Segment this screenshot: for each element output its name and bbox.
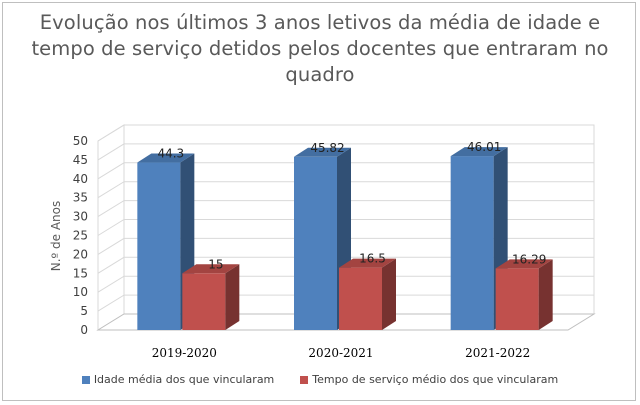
y-axis-title: N.º de Anos [49,201,63,271]
y-tick-label: 10 [73,285,88,299]
y-tick-label: 5 [80,304,88,318]
y-tick-label: 40 [73,172,88,186]
gridline [97,143,594,161]
bar-side-series-2 [538,259,553,330]
gridline [97,256,594,274]
bar-side-series-2 [382,258,396,330]
data-label-series-1: 44.3 [157,147,184,161]
bar-top-series-1 [294,147,351,157]
legend-item-series-2: Tempo de serviço médio dos que vinculara… [300,373,558,386]
x-tick-label: 2020-2021 [308,346,373,360]
y-tick-label: 45 [73,153,88,167]
gridline [97,181,594,199]
chart-title: Evolução nos últimos 3 anos letivos da m… [0,10,640,88]
y-tick-label: 30 [73,210,88,224]
x-tick-label: 2019-2020 [152,346,217,360]
bar-front-series-1 [294,156,337,330]
data-label-series-1: 46.01 [467,140,501,154]
chart-title-line-2: tempo de serviço detidos pelos docentes … [31,37,609,60]
chart-title-line-3: quadro [285,63,355,86]
y-tick-label: 50 [73,134,88,148]
data-label-series-2: 15 [208,257,223,271]
bar-side-series-2 [225,264,240,330]
bar-top-series-2 [495,259,553,269]
bar-front-series-1 [137,162,181,330]
bar-top-series-1 [450,147,508,157]
data-label-series-2: 16.5 [359,252,386,266]
y-tick-label: 20 [73,247,88,261]
gridline [97,294,594,312]
gridline [97,162,594,180]
y-tick-label: 25 [73,229,88,243]
gridline [97,124,594,142]
bar-front-series-2 [339,267,382,330]
legend-swatch-series-2 [300,375,309,384]
legend-label-series-1: Idade média dos que vincularam [93,373,275,386]
bar-front-series-2 [495,268,539,330]
bar-top-series-1 [137,153,195,163]
y-tick-label: 15 [73,266,88,280]
bar-top-series-2 [339,258,396,268]
legend-swatch-series-1 [81,375,90,384]
gridline [97,237,594,255]
x-tick-label: 2021-2022 [465,346,530,360]
gridline [97,219,594,236]
data-label-series-1: 45.82 [310,141,344,155]
bar-front-series-2 [182,273,226,330]
bar-front-series-1 [450,156,494,330]
y-tick-label: 0 [80,323,88,337]
bar-top-series-2 [182,264,240,274]
legend-label-series-2: Tempo de serviço médio dos que vinculara… [312,373,559,386]
data-label-series-2: 16.29 [512,252,546,266]
legend: Idade média dos que vincularam Tempo de … [0,373,640,386]
y-tick-label: 35 [73,191,88,205]
chart-title-line-1: Evolução nos últimos 3 anos letivos da m… [39,11,601,34]
gridline [97,200,594,218]
gridline [97,275,594,293]
legend-item-series-1: Idade média dos que vincularam [81,373,275,386]
